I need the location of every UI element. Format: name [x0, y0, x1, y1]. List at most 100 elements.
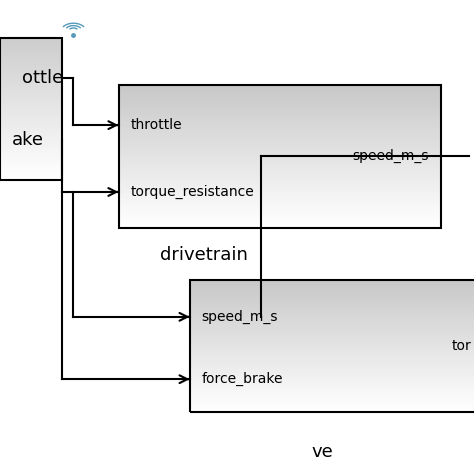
Bar — [0, 82, 62, 85]
Bar — [190, 359, 474, 362]
Bar — [0, 130, 62, 133]
Bar — [118, 120, 441, 123]
Bar — [118, 170, 441, 173]
Bar — [0, 128, 62, 130]
Bar — [118, 135, 441, 137]
Bar — [190, 303, 474, 306]
Bar — [190, 335, 474, 337]
Bar — [0, 175, 62, 178]
Bar — [0, 87, 62, 90]
Bar — [0, 123, 62, 126]
Bar — [190, 310, 474, 313]
Bar — [118, 149, 441, 152]
Bar — [118, 206, 441, 209]
Bar — [190, 290, 474, 293]
Bar — [118, 104, 441, 107]
Bar — [118, 113, 441, 116]
Bar — [190, 319, 474, 322]
Bar — [190, 297, 474, 300]
Bar — [118, 94, 441, 97]
Bar — [190, 356, 474, 359]
Bar — [118, 225, 441, 228]
Bar — [190, 376, 474, 379]
Bar — [118, 215, 441, 218]
Bar — [190, 343, 474, 346]
Text: torque_resistance: torque_resistance — [130, 185, 254, 199]
Bar — [190, 372, 474, 375]
Bar — [190, 312, 474, 315]
Bar — [190, 374, 474, 377]
Bar — [190, 330, 474, 333]
Bar — [0, 61, 62, 64]
Text: ake: ake — [12, 131, 45, 149]
Bar — [118, 194, 441, 197]
Text: tor: tor — [452, 339, 472, 353]
Bar — [118, 201, 441, 204]
Bar — [0, 104, 62, 107]
Bar — [118, 85, 441, 88]
Bar — [118, 220, 441, 223]
Bar — [0, 158, 62, 161]
Bar — [190, 280, 474, 412]
Bar — [0, 97, 62, 100]
Bar — [0, 80, 62, 83]
Bar — [190, 365, 474, 368]
Bar — [190, 283, 474, 286]
Bar — [118, 97, 441, 100]
Bar — [118, 154, 441, 156]
Bar — [118, 132, 441, 135]
Bar — [0, 111, 62, 114]
Bar — [118, 144, 441, 147]
Text: speed_m_s: speed_m_s — [353, 149, 429, 164]
Bar — [118, 189, 441, 192]
Bar — [190, 306, 474, 309]
Bar — [118, 142, 441, 145]
Bar — [118, 151, 441, 154]
Bar — [0, 170, 62, 173]
Bar — [190, 292, 474, 295]
Bar — [0, 85, 62, 88]
Bar — [118, 184, 441, 187]
Bar — [118, 199, 441, 201]
Text: force_brake: force_brake — [201, 372, 283, 386]
Bar — [190, 308, 474, 310]
Bar — [190, 410, 474, 412]
Bar — [118, 90, 441, 92]
Bar — [118, 182, 441, 185]
Bar — [190, 399, 474, 401]
Bar — [0, 135, 62, 137]
Bar — [118, 163, 441, 166]
Bar — [0, 68, 62, 71]
Bar — [0, 118, 62, 121]
Bar — [190, 390, 474, 392]
Bar — [118, 208, 441, 211]
Bar — [0, 109, 62, 111]
Bar — [190, 405, 474, 408]
Bar — [118, 146, 441, 149]
Bar — [190, 355, 474, 357]
Bar — [118, 222, 441, 225]
Bar — [0, 113, 62, 116]
Bar — [118, 130, 441, 133]
Bar — [0, 59, 62, 62]
Bar — [0, 40, 62, 43]
Bar — [190, 299, 474, 302]
Text: ve: ve — [311, 443, 333, 461]
Bar — [0, 139, 62, 142]
Bar — [190, 403, 474, 406]
Bar — [190, 288, 474, 291]
Bar — [0, 66, 62, 69]
Bar — [0, 99, 62, 102]
Bar — [118, 118, 441, 121]
Bar — [190, 295, 474, 297]
Bar — [190, 337, 474, 339]
Bar — [0, 173, 62, 175]
Bar — [0, 161, 62, 164]
Bar — [190, 348, 474, 350]
Bar — [0, 64, 62, 66]
Bar — [0, 132, 62, 135]
Bar — [190, 352, 474, 355]
Bar — [0, 38, 62, 180]
Bar — [190, 392, 474, 395]
Bar — [190, 321, 474, 324]
